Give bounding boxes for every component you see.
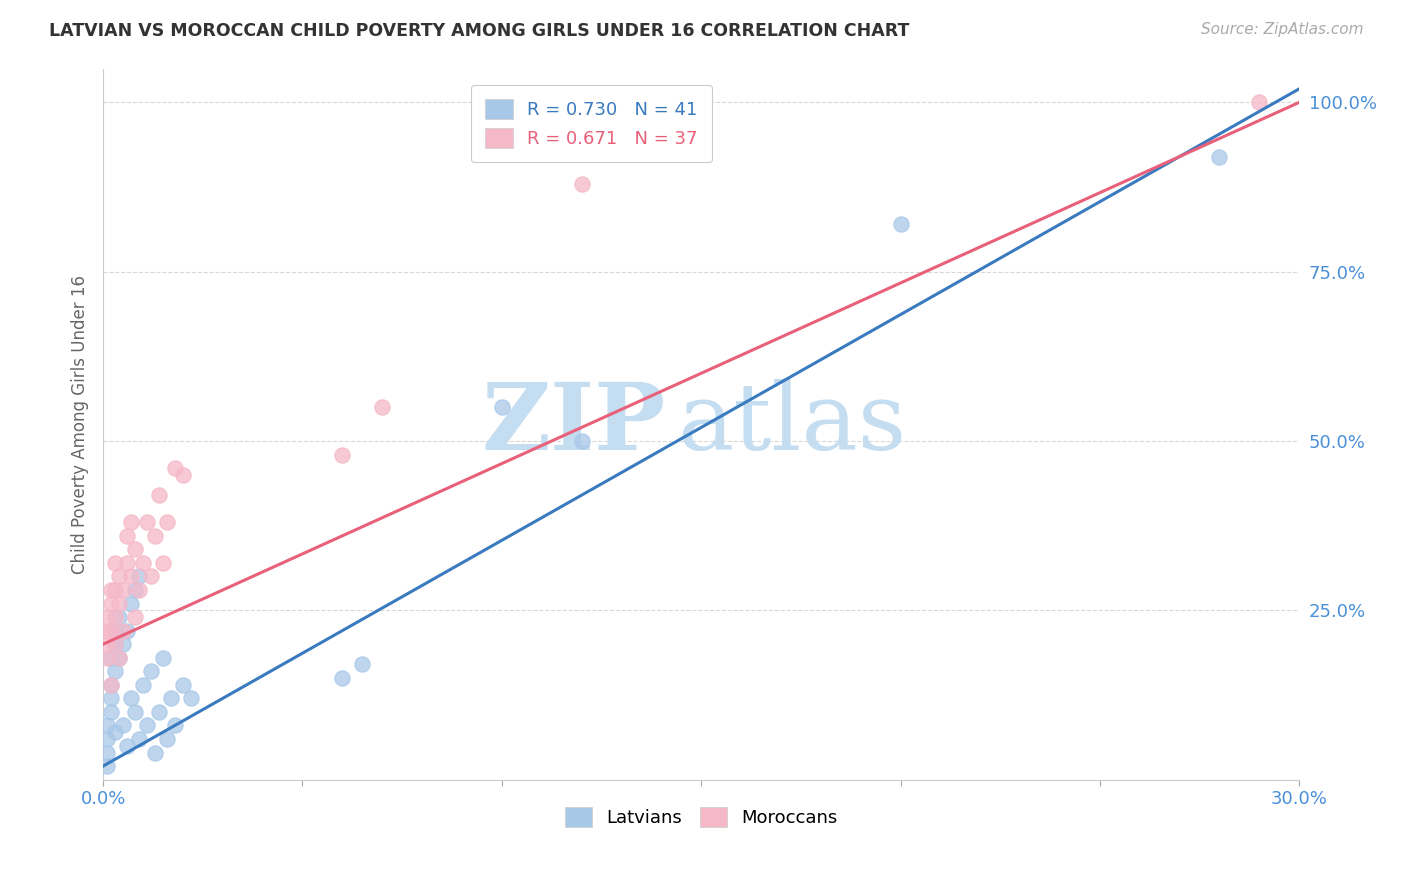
Point <box>104 624 127 638</box>
Point <box>108 597 131 611</box>
Point <box>100 582 122 597</box>
Point <box>104 725 127 739</box>
Point <box>124 582 146 597</box>
Point <box>491 400 513 414</box>
Point <box>108 650 131 665</box>
Point <box>352 657 374 672</box>
Point <box>156 731 179 746</box>
Point <box>115 624 138 638</box>
Point <box>143 529 166 543</box>
Text: Source: ZipAtlas.com: Source: ZipAtlas.com <box>1201 22 1364 37</box>
Point <box>148 488 170 502</box>
Point <box>163 718 186 732</box>
Point <box>104 582 127 597</box>
Point <box>120 691 142 706</box>
Point <box>136 718 159 732</box>
Point <box>180 691 202 706</box>
Point <box>112 718 135 732</box>
Point <box>112 582 135 597</box>
Point <box>100 678 122 692</box>
Point <box>124 610 146 624</box>
Point <box>152 650 174 665</box>
Point <box>571 177 593 191</box>
Point <box>132 678 155 692</box>
Point <box>96 650 118 665</box>
Point <box>115 556 138 570</box>
Point <box>1208 150 1230 164</box>
Point <box>156 515 179 529</box>
Point <box>104 637 127 651</box>
Y-axis label: Child Poverty Among Girls Under 16: Child Poverty Among Girls Under 16 <box>72 275 89 574</box>
Point <box>120 515 142 529</box>
Point <box>136 515 159 529</box>
Point <box>128 731 150 746</box>
Point <box>96 759 118 773</box>
Point <box>371 400 394 414</box>
Point <box>571 434 593 448</box>
Point <box>139 569 162 583</box>
Point <box>96 637 118 651</box>
Point <box>100 650 122 665</box>
Point <box>889 217 911 231</box>
Point <box>96 624 118 638</box>
Point <box>120 597 142 611</box>
Point <box>108 569 131 583</box>
Point <box>172 678 194 692</box>
Point <box>128 582 150 597</box>
Point <box>120 569 142 583</box>
Point <box>330 671 353 685</box>
Point <box>96 746 118 760</box>
Point <box>100 678 122 692</box>
Point <box>108 610 131 624</box>
Point <box>124 542 146 557</box>
Point <box>124 705 146 719</box>
Point <box>96 718 118 732</box>
Point <box>330 448 353 462</box>
Point <box>172 467 194 482</box>
Point <box>143 746 166 760</box>
Point <box>104 637 127 651</box>
Text: atlas: atlas <box>678 379 907 469</box>
Point <box>128 569 150 583</box>
Point <box>112 624 135 638</box>
Point <box>115 739 138 753</box>
Point <box>148 705 170 719</box>
Point <box>152 556 174 570</box>
Point <box>163 461 186 475</box>
Point <box>104 610 127 624</box>
Point <box>96 610 118 624</box>
Text: LATVIAN VS MOROCCAN CHILD POVERTY AMONG GIRLS UNDER 16 CORRELATION CHART: LATVIAN VS MOROCCAN CHILD POVERTY AMONG … <box>49 22 910 40</box>
Point <box>1249 95 1271 110</box>
Point <box>100 691 122 706</box>
Point <box>160 691 183 706</box>
Point <box>115 529 138 543</box>
Point <box>112 637 135 651</box>
Point <box>100 597 122 611</box>
Text: ZIP: ZIP <box>481 379 665 469</box>
Legend: Latvians, Moroccans: Latvians, Moroccans <box>557 800 845 835</box>
Point <box>108 650 131 665</box>
Point <box>100 624 122 638</box>
Point <box>100 705 122 719</box>
Point <box>96 731 118 746</box>
Point <box>132 556 155 570</box>
Point <box>139 665 162 679</box>
Point <box>104 665 127 679</box>
Point <box>104 556 127 570</box>
